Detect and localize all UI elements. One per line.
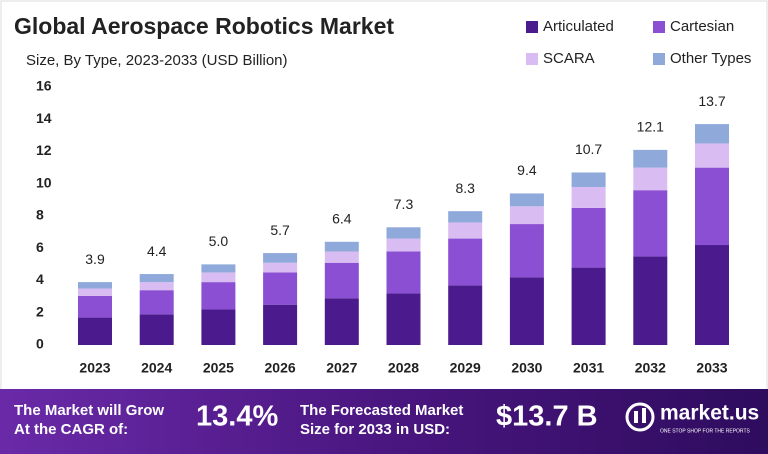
legend-label: Cartesian (670, 18, 734, 35)
y-tick-label: 12 (36, 142, 52, 158)
bar-segment (386, 238, 421, 252)
bar-segment (78, 295, 112, 318)
x-tick-label: 2026 (265, 360, 296, 376)
x-tick-label: 2031 (573, 360, 604, 376)
brand: market.us (660, 402, 759, 425)
y-tick-label: 0 (36, 336, 44, 352)
bar-segment (633, 149, 668, 168)
total-label: 9.4 (517, 162, 537, 178)
bar-segment (448, 211, 483, 223)
bar-segment (448, 238, 483, 286)
x-tick-label: 2028 (388, 360, 419, 376)
x-tick-label: 2023 (79, 360, 110, 376)
bar-segment (139, 290, 174, 315)
bar-segment (263, 253, 298, 263)
x-tick-label: 2032 (635, 360, 666, 376)
bar-segment (139, 314, 174, 345)
total-label: 5.7 (270, 222, 290, 238)
legend-swatch (526, 53, 538, 65)
bar-segment (571, 267, 606, 345)
chart-subtitle: Size, By Type, 2023-2033 (USD Billion) (26, 52, 288, 69)
total-label: 10.7 (575, 141, 602, 157)
bar-segment (695, 124, 729, 144)
cagr-text: At the CAGR of: (14, 421, 128, 438)
legend-swatch (526, 21, 538, 33)
total-label: 5.0 (209, 233, 229, 249)
bar-segment (448, 222, 483, 239)
x-tick-label: 2029 (450, 360, 481, 376)
x-tick-label: 2025 (203, 360, 234, 376)
legend-label: Articulated (543, 18, 614, 35)
bar-segment (448, 285, 483, 345)
bar-segment (386, 227, 421, 239)
bar-segment (139, 274, 174, 283)
bar-segment (263, 262, 298, 273)
tagline: ONE STOP SHOP FOR THE REPORTS (660, 428, 751, 434)
bar-segment (695, 245, 729, 345)
bar-segment (263, 272, 298, 305)
total-label: 4.4 (147, 243, 167, 259)
bar-segment (695, 167, 729, 246)
bar-segment (571, 186, 606, 208)
bar-segment (263, 304, 298, 345)
y-tick-label: 8 (36, 207, 44, 223)
bar-segment (78, 282, 112, 289)
bar-segment (324, 298, 359, 345)
bar-segment (78, 288, 112, 296)
bar-segment (633, 167, 668, 191)
bar-segment (201, 272, 236, 283)
bar-segment (201, 282, 236, 310)
bar-segment (509, 277, 544, 345)
legend-label: SCARA (543, 50, 595, 67)
y-tick-label: 16 (36, 78, 52, 94)
bar-segment (386, 293, 421, 345)
x-tick-label: 2033 (696, 360, 727, 376)
bar-segment (571, 172, 606, 187)
bar-segment (509, 206, 544, 225)
y-tick-label: 4 (36, 271, 44, 287)
legend-label: Other Types (670, 50, 751, 67)
total-label: 3.9 (85, 251, 105, 267)
bar-segment (633, 190, 668, 257)
legend-swatch (653, 53, 665, 65)
bar-segment (633, 256, 668, 345)
total-label: 6.4 (332, 211, 352, 227)
bar-segment (571, 207, 606, 268)
forecast-value: $13.7 B (496, 401, 598, 433)
total-label: 7.3 (394, 196, 414, 212)
forecast-text: Size for 2033 in USD: (300, 421, 450, 438)
footer-band (0, 389, 768, 454)
y-tick-label: 6 (36, 239, 44, 255)
bar-segment (324, 262, 359, 299)
bar-segment (139, 282, 174, 291)
y-tick-label: 10 (36, 174, 52, 190)
y-tick-label: 14 (36, 110, 52, 126)
bar-segment (695, 143, 729, 168)
forecast-text: The Forecasted Market (300, 402, 463, 419)
x-tick-label: 2024 (141, 360, 172, 376)
legend-swatch (653, 21, 665, 33)
total-label: 12.1 (637, 119, 664, 135)
bar-segment (201, 264, 236, 273)
bar-segment (386, 251, 421, 294)
cagr-value: 13.4% (196, 401, 278, 433)
brand-logo (625, 402, 655, 432)
bar-segment (509, 224, 544, 278)
total-label: 8.3 (455, 180, 475, 196)
bar-segment (324, 251, 359, 263)
total-label: 13.7 (698, 93, 725, 109)
bar-segment (324, 241, 359, 252)
y-tick-label: 2 (36, 303, 44, 319)
x-tick-label: 2030 (511, 360, 542, 376)
x-tick-label: 2027 (326, 360, 357, 376)
chart-title: Global Aerospace Robotics Market (14, 13, 394, 39)
bar-segment (201, 309, 236, 345)
bar-segment (509, 193, 544, 207)
cagr-text: The Market will Grow (14, 402, 164, 419)
bar-segment (78, 317, 112, 345)
